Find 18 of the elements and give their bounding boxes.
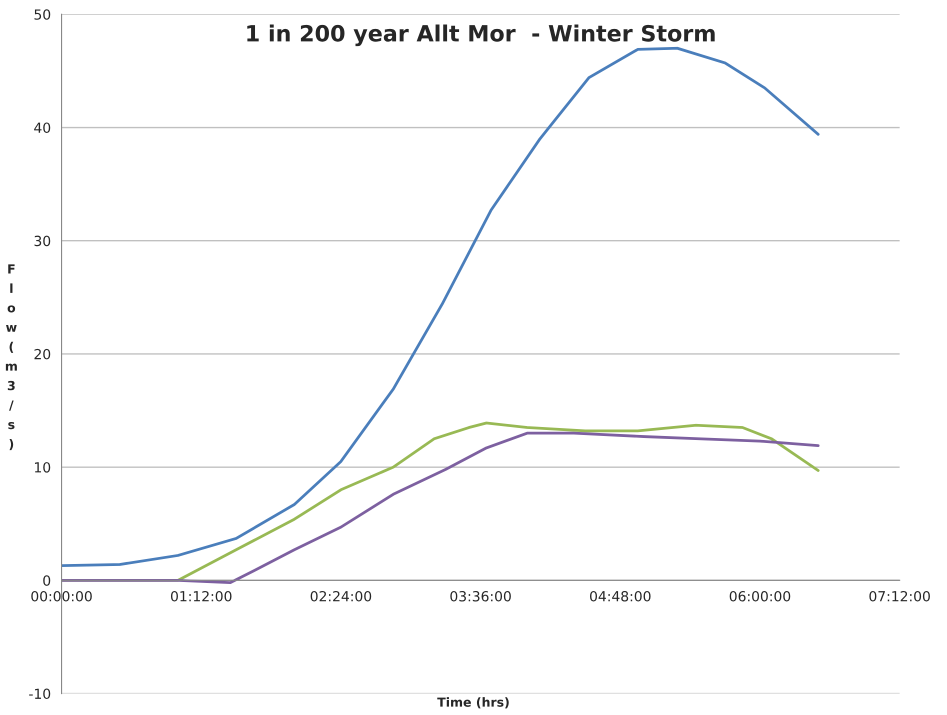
text: Flow (m3/s)	[6, 264, 17, 450]
x-tick-label: 02:24:00	[310, 591, 372, 602]
x-axis-title: Time (hrs)	[437, 697, 509, 708]
x-tick-label: 03:36:00	[450, 591, 511, 602]
y-tick-label: 50	[34, 9, 50, 20]
y-tick-label: 10	[34, 462, 50, 473]
line-series	[62, 46, 820, 568]
x-tick-label: 07:12:00	[869, 591, 930, 602]
x-tick-label: 00:00:00	[31, 591, 92, 602]
y-tick-label: 30	[34, 236, 50, 246]
y-tick-label: 0	[43, 575, 50, 586]
x-tick-label: 06:00:00	[730, 591, 790, 602]
y-tick-label: 20	[34, 348, 50, 360]
chart-title: 1 in 200 year Allt Mor - Winter Storm	[247, 24, 715, 46]
x-tick-label: 04:48:00	[590, 591, 651, 602]
x-tick-label: 01:12:00	[170, 591, 232, 602]
y-tick-label: 40	[34, 122, 50, 133]
y-tick-label: -10	[29, 688, 50, 700]
